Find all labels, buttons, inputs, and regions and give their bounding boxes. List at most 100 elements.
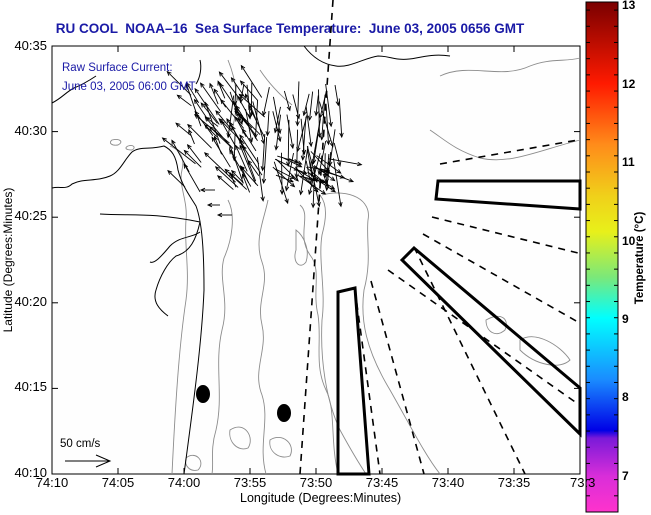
current-vector: [297, 174, 327, 195]
current-vector: [253, 100, 259, 139]
current-vector: [171, 139, 190, 173]
current-vector: [183, 149, 202, 168]
current-vector: [286, 114, 295, 150]
current-vector: [316, 155, 342, 174]
current-vector: [261, 137, 268, 185]
y-axis-ticks: [52, 45, 580, 475]
current-vector: [218, 71, 242, 101]
current-vector: [314, 95, 319, 117]
colorbar-tick-label: 12: [622, 77, 636, 91]
current-vector: [199, 82, 222, 112]
current-vector: [216, 212, 232, 218]
current-vector: [239, 144, 257, 185]
x-tick-label: 73:40: [431, 475, 465, 490]
x-tick-label: 73:35: [497, 475, 531, 490]
current-vectors: [161, 64, 363, 218]
current-vector: [292, 94, 301, 120]
current-vector: [294, 168, 308, 175]
current-vector: [239, 134, 260, 165]
current-vector: [333, 142, 342, 167]
x-tick-label: 73:50: [299, 475, 333, 490]
current-vector: [213, 88, 227, 108]
station-marker[interactable]: [196, 385, 210, 403]
current-vector: [261, 87, 270, 117]
current-vector: [275, 168, 296, 179]
colorbar-tick-label: 13: [622, 0, 636, 12]
survey-boxes: [336, 179, 582, 476]
bathymetry-contour: [321, 192, 441, 475]
current-vector: [186, 143, 202, 163]
current-vector: [283, 90, 291, 112]
bathymetry-contour: [439, 57, 581, 77]
current-vector: [310, 121, 321, 166]
current-vector: [273, 106, 281, 134]
colorbar-tick-label: 7: [622, 469, 629, 483]
bathymetry-contour: [125, 145, 135, 151]
current-vector: [295, 168, 319, 193]
current-vector: [204, 101, 221, 144]
coastline: [51, 45, 451, 475]
colorbar-tick-label: 9: [622, 312, 629, 326]
survey-box: [399, 245, 582, 438]
bathymetry-contours: [109, 57, 581, 475]
coastline-path: [149, 231, 201, 263]
current-vector: [234, 100, 243, 126]
y-tick-label: 40:10: [14, 465, 47, 480]
colorbar-tick-label: 10: [622, 234, 636, 248]
bathymetry-contour: [185, 454, 202, 471]
current-vector: [161, 137, 196, 165]
current-vector: [199, 187, 215, 193]
current-vector: [313, 165, 336, 182]
current-vector: [244, 93, 256, 119]
bathymetry-contour: [169, 145, 188, 475]
colorbar-title: Temperature (°C): [634, 211, 646, 305]
current-vector: [307, 91, 314, 122]
station-marker[interactable]: [277, 404, 291, 422]
bathymetry-contour: [258, 199, 269, 475]
current-vector: [314, 177, 337, 193]
bathymetry-contour: [319, 194, 367, 475]
current-vector: [256, 157, 265, 202]
current-vector: [203, 152, 236, 183]
current-vector: [230, 173, 244, 186]
current-vector: [279, 152, 285, 196]
current-vector: [288, 158, 303, 165]
current-vector: [239, 80, 259, 101]
legend-timestamp: June 03, 2005 06:00 GMT: [62, 81, 196, 93]
current-vector: [333, 158, 343, 208]
current-vector: [217, 80, 226, 99]
x-tick-label: 74:05: [101, 475, 135, 490]
current-vector: [216, 175, 234, 190]
current-vector: [224, 168, 248, 190]
current-vector: [338, 98, 344, 139]
current-vector: [273, 161, 289, 205]
current-vector: [328, 129, 336, 167]
coastline-path: [51, 145, 205, 475]
bathymetry-contour: [259, 69, 293, 106]
current-vector: [176, 94, 192, 107]
current-vector: [229, 144, 244, 184]
current-vector: [232, 135, 237, 162]
bathymetry-contour: [269, 436, 292, 458]
bathymetry-contour: [229, 426, 251, 450]
current-vector: [321, 169, 355, 183]
current-vector: [319, 94, 326, 141]
survey-box: [434, 179, 582, 211]
current-vector: [194, 110, 214, 136]
y-tick-label: 40:15: [14, 379, 47, 394]
y-tick-label: 40:20: [14, 294, 47, 309]
current-vector: [275, 158, 299, 182]
current-vector: [295, 81, 300, 127]
current-vector: [230, 169, 244, 184]
current-vector: [235, 144, 248, 172]
current-vector: [245, 108, 254, 143]
current-vector: [241, 173, 251, 193]
current-vector: [230, 76, 246, 98]
coastline-path: [51, 75, 97, 104]
bathymetry-contour: [294, 229, 308, 266]
x-axis-title: Longitude (Degrees:Minutes): [240, 491, 402, 505]
bathymetry-contour: [519, 336, 571, 366]
current-vector: [272, 111, 282, 143]
current-vector: [209, 82, 219, 105]
